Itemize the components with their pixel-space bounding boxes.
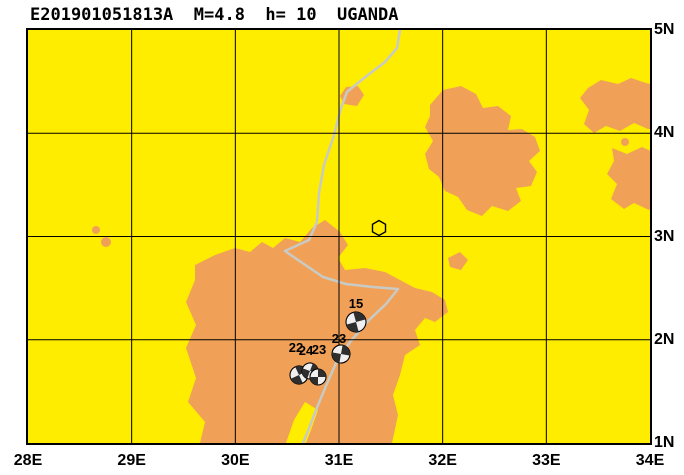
x-axis-label: 29E [117, 452, 146, 469]
terrain-speck [621, 138, 629, 146]
x-axis-label: 30E [221, 452, 250, 469]
terrain-speck [101, 237, 111, 247]
event-number-label: 22 [289, 340, 303, 355]
focal-mechanism-event: 23 [309, 342, 327, 386]
terrain-region-northeast [580, 78, 650, 133]
beachball-icon [309, 368, 327, 386]
terrain-region-east-center [425, 86, 540, 216]
focal-mechanism-event: 23 [331, 331, 351, 364]
beachball-icon [331, 344, 351, 364]
x-axis-label: 33E [532, 452, 561, 469]
y-axis-label: 3N [654, 227, 675, 245]
epicenter-marker [371, 219, 387, 237]
x-axis-label: 32E [428, 452, 457, 469]
event-number-label: 15 [349, 296, 363, 311]
y-axis-label: 2N [654, 330, 675, 348]
map-frame: 15 23 22 24 23 [26, 28, 652, 445]
event-number-label: 24 [299, 343, 314, 358]
epicenter-hexagon-icon [371, 219, 387, 237]
y-axis-label: 5N [654, 21, 675, 38]
country-border-line [283, 30, 402, 443]
event-number-label: 23 [332, 331, 346, 346]
grid-lines [28, 30, 650, 443]
x-axis-label: 31E [324, 452, 354, 469]
event-number-label: 23 [312, 342, 326, 357]
land-notch [286, 402, 318, 443]
terrain-island-center-north [340, 86, 364, 106]
x-axis-label: 28E [13, 452, 43, 469]
x-axis-label: 34E [635, 452, 665, 469]
y-axis-label: 1N [654, 434, 675, 451]
focal-mechanism-event: 15 [345, 296, 367, 333]
terrain-regions [92, 78, 650, 443]
terrain-region-east-edge [607, 147, 650, 210]
beachball-icon [345, 311, 367, 333]
y-axis-label: 4N [654, 124, 675, 142]
plot-title: E201901051813A M=4.8 h= 10 UGANDA [30, 5, 399, 25]
terrain-region-south [186, 220, 448, 443]
terrain-speck [92, 226, 100, 234]
terrain-island-center [448, 252, 468, 270]
